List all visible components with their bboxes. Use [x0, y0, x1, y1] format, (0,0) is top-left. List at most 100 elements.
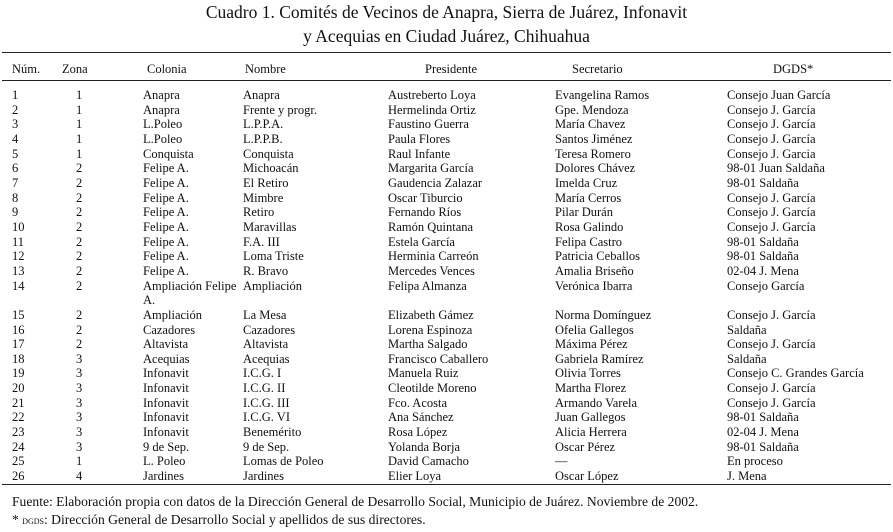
table-row: 12 2 Felipe A. Loma Triste Herminia Carreón P… — [12, 249, 887, 264]
table-cell: 2 — [12, 102, 19, 117]
table-cell: 26 — [12, 469, 25, 484]
table-cell: Francisco Caballero — [388, 351, 489, 366]
table-cell: En proceso — [727, 454, 783, 469]
table-cell: Anapra — [143, 88, 180, 102]
table-header: Núm. Zona Colonia Nombre Presidente Secretari… — [12, 61, 887, 77]
table-row: 4 1 L.Poleo L.P.P.B. Paula Flores Santos Jimé… — [12, 132, 887, 147]
table-cell: 2 — [76, 322, 83, 337]
table-row: 23 3 Infonavit Benemérito Rosa López Alicia H… — [12, 425, 887, 440]
table-cell: Mercedes Vences — [388, 263, 475, 278]
table-cell: Evangelina Ramos — [555, 88, 650, 102]
rule — [2, 80, 891, 81]
table-cell: 15 — [12, 307, 25, 322]
table-cell: Infonavit — [143, 381, 189, 396]
table-cell: Felipe A. — [143, 234, 189, 249]
table-cell: Consejo J. García — [727, 381, 816, 396]
header-cell: Nombre — [245, 62, 286, 76]
table-cell: Dolores Chávez — [555, 161, 636, 176]
title-line: Cuadro 1. Comités de Vecinos de Anapra, … — [205, 2, 688, 22]
table-cell: 2 — [76, 263, 83, 278]
table-cell: Felipa Almanza — [388, 278, 467, 293]
table-cell: I.C.G. III — [243, 395, 290, 410]
table-cell: 8 — [12, 190, 19, 205]
table-cell: Consejo J. García — [727, 205, 816, 220]
table-cell: Cazadores — [143, 322, 196, 337]
footnote-term: DGDS — [22, 513, 44, 527]
table-cell: Saldaña — [727, 322, 767, 337]
table-cell: 20 — [12, 381, 25, 396]
table-cell: María Cerros — [555, 190, 622, 205]
table-cell: Gaudencia Zalazar — [388, 175, 483, 190]
table-cell: Yolanda Borja — [388, 439, 460, 454]
header-cell: Zona — [62, 62, 88, 76]
table-row: 13 2 Felipe A. R. Bravo Mercedes Vences Amali… — [12, 264, 887, 279]
table-row: 26 4 Jardines Jardines Elier Loya Oscar López… — [12, 469, 887, 484]
table-cell: Anapra — [143, 102, 180, 117]
table-row: 19 3 Infonavit I.C.G. I Manuela Ruiz Olivia T… — [12, 366, 887, 381]
table-cell: 9 de Sep. — [243, 439, 290, 454]
table-cell: 4 — [76, 469, 83, 484]
table-cell: Consejo García — [727, 278, 805, 293]
table-cell: Conquista — [143, 146, 194, 161]
table-cell: Estela García — [388, 234, 455, 249]
table-cell: 2 — [76, 219, 83, 234]
table-row: 6 2 Felipe A. Michoacán Margarita García Dolo… — [12, 161, 887, 176]
table-row: 7 2 Felipe A. El Retiro Gaudencia Zalazar Ime… — [12, 176, 887, 191]
table-row: 2 1 Anapra Frente y progr. Hermelinda Ortiz G… — [12, 103, 887, 118]
table-cell: Elier Loya — [388, 469, 442, 484]
table-cell: Hermelinda Ortiz — [388, 102, 476, 117]
table-row: 16 2 Cazadores Cazadores Lorena Espinoza Ofel… — [12, 323, 887, 338]
table-row: 10 2 Felipe A. Maravillas Ramón Quintana Rosa… — [12, 220, 887, 235]
header-cell: Colonia — [147, 62, 187, 76]
table-cell: Benemérito — [243, 425, 302, 440]
table-cell: 6 — [12, 161, 19, 176]
table-cell: Herminia Carreón — [388, 249, 479, 264]
table-cell: Jardines — [143, 469, 184, 484]
table-cell: David Camacho — [388, 454, 469, 469]
table-cell: Armando Varela — [555, 395, 638, 410]
table-cell: Alicia Herrera — [555, 425, 627, 440]
table-cell: Consejo J. Garcia — [727, 146, 816, 161]
table-cell: Ampliación Felipe A. — [143, 278, 237, 308]
table-cell: 19 — [12, 366, 25, 381]
table-cell: 3 — [76, 351, 83, 366]
table-cell: Ampliación — [243, 278, 303, 293]
table-cell: 2 — [76, 161, 83, 176]
table-cell: 14 — [12, 278, 25, 293]
header-cell: Núm. — [12, 62, 41, 76]
table-cell: Oscar Pérez — [555, 439, 616, 454]
table-cell: I.C.G. II — [243, 381, 286, 396]
table-cell: Consejo J. García — [727, 190, 816, 205]
table-cell: L.P.P.A. — [243, 117, 284, 132]
table-cell: Margarita García — [388, 161, 474, 176]
table-row: 24 3 9 de Sep. 9 de Sep. Yolanda Borja Oscar … — [12, 440, 887, 455]
table-cell: 1 — [12, 88, 19, 102]
table-row: 11 2 Felipe A. F.A. III Estela García Felipa … — [12, 235, 887, 250]
table-cell: Raul Infante — [388, 146, 451, 161]
table-cell: 1 — [76, 117, 83, 132]
table-cell: — — [555, 454, 568, 469]
table-row: 3 1 L.Poleo L.P.P.A. Faustino Guerra María Ch… — [12, 117, 887, 132]
table-cell: Saldaña — [727, 351, 767, 366]
table-cell: 3 — [76, 439, 83, 454]
table-row: 20 3 Infonavit I.C.G. II Cleotilde Moreno Mar… — [12, 381, 887, 396]
table-cell: I.C.G. I — [243, 366, 282, 381]
table-cell: 98-01 Saldaña — [727, 410, 799, 425]
header-row: Núm. Zona Colonia Nombre Presidente Secretari… — [12, 61, 887, 77]
table-cell: Manuela Ruiz — [388, 366, 459, 381]
table-row: 1 1 Anapra Anapra Austreberto Loya Evangelina… — [12, 88, 887, 103]
table-cell: Infonavit — [143, 366, 189, 381]
table-cell: Felipe A. — [143, 161, 189, 176]
table-cell: 1 — [76, 102, 83, 117]
table-cell: Consejo J. García — [727, 219, 816, 234]
table-row: 14 2 Ampliación Felipe A. Ampliación Felipa … — [12, 279, 887, 308]
header-cell: DGDS* — [773, 62, 814, 76]
table-cell: Conquista — [243, 146, 294, 161]
table-row: 5 1 Conquista Conquista Raul Infante Teresa R… — [12, 147, 887, 162]
table-cell: Felipa Castro — [555, 234, 623, 249]
table-cell: Infonavit — [143, 395, 189, 410]
table-cell: 16 — [12, 322, 25, 337]
table-cell: 98-01 Juan Saldaña — [727, 161, 825, 176]
table-cell: Consejo J. García — [727, 307, 816, 322]
